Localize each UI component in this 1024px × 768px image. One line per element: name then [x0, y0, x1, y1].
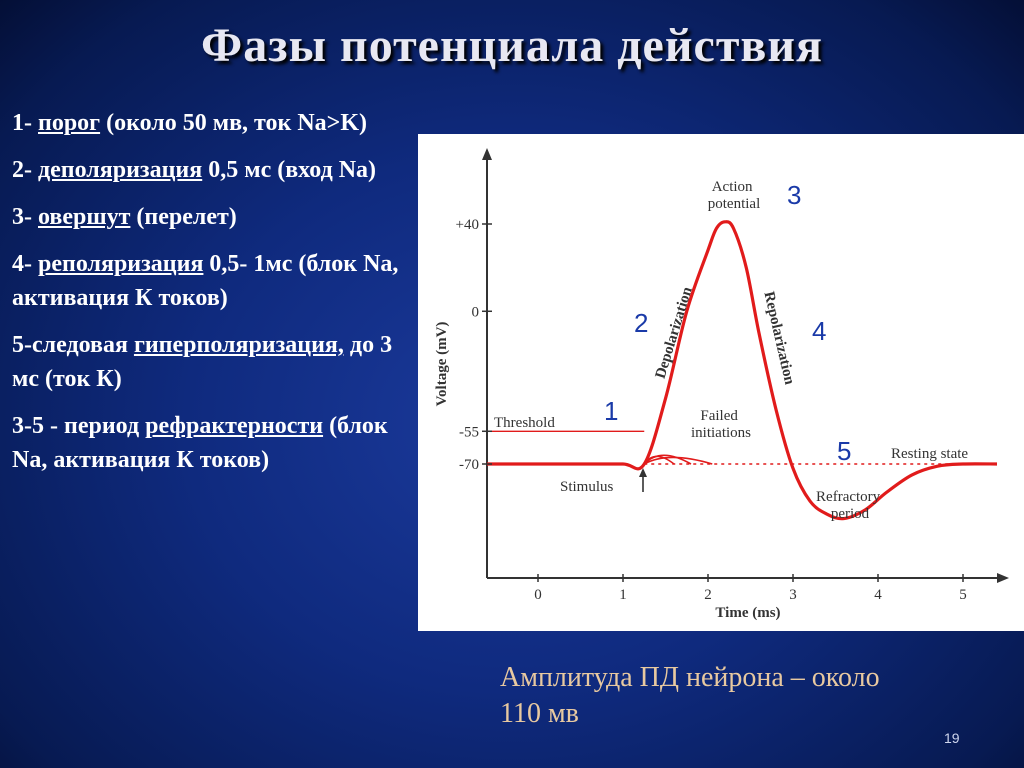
x-axis-label: Time (ms) — [715, 605, 780, 621]
y-tick-labels: +40 0 -55 -70 — [456, 217, 492, 473]
phase-term: реполяризация — [38, 251, 204, 277]
phase-number-2: 2 — [634, 308, 648, 338]
phase-number-4: 4 — [812, 316, 826, 346]
phases-list: 1- порог (около 50 мв, ток Na>K) 2- депо… — [12, 106, 412, 490]
phase-term: порог — [38, 110, 101, 136]
failed-initiations-label: Failed initiations — [691, 408, 751, 441]
phase-number-3: 3 — [787, 180, 801, 210]
x-tick-label: 4 — [874, 587, 882, 603]
action-potential-graph: +40 0 -55 -70 0 1 2 3 4 5 Time (ms) Voltage (mV)… — [418, 134, 1024, 631]
stimulus-label: Stimulus — [560, 479, 614, 495]
threshold-label: Threshold — [494, 415, 555, 431]
y-tick-label: -55 — [459, 424, 479, 440]
failed-initiation-curve — [643, 456, 713, 465]
phase-term: овершут — [38, 204, 131, 230]
phase-item-5: 5-следовая гиперполяризация, до 3 мс (то… — [12, 332, 393, 392]
y-axis-arrow-icon — [482, 148, 492, 160]
y-tick-label: 0 — [472, 304, 480, 320]
x-tick-label: 3 — [789, 587, 797, 603]
x-axis-arrow-icon — [997, 573, 1009, 583]
phase-number-5: 5 — [837, 436, 851, 466]
x-tick-label: 5 — [959, 587, 967, 603]
phase-item-2: 2- деполяризация 0,5 мс (вход Na) — [12, 157, 377, 183]
phase-item-4: 4- реполяризация 0,5- 1мс (блок Na, акти… — [12, 251, 399, 311]
y-axis-label: Voltage (mV) — [434, 322, 450, 407]
phase-number-1: 1 — [604, 396, 618, 426]
phase-term: деполяризация — [38, 157, 203, 183]
x-tick-label: 1 — [619, 587, 627, 603]
refractory-period-label: Refractory period — [816, 489, 884, 522]
phase-term: рефрактерности — [145, 413, 324, 439]
resting-state-label: Resting state — [891, 446, 968, 462]
stimulus-arrow-icon — [639, 468, 647, 477]
x-tick-labels: 0 1 2 3 4 5 — [534, 574, 967, 603]
y-tick-label: -70 — [459, 457, 479, 473]
amplitude-note: Амплитуда ПД нейрона – около 110 мв — [500, 662, 880, 729]
phase-item-3: 3- овершут (перелет) — [12, 204, 237, 230]
page-number: 19 — [944, 730, 960, 746]
x-tick-label: 2 — [704, 587, 712, 603]
action-potential-svg: +40 0 -55 -70 0 1 2 3 4 5 Time (ms) Voltage (mV)… — [434, 148, 1009, 621]
phase-item-1: 1- порог (около 50 мв, ток Na>K) — [12, 110, 368, 136]
action-potential-curve — [487, 220, 998, 521]
phase-term: гиперполяризация, — [133, 332, 344, 358]
x-tick-label: 0 — [534, 587, 542, 603]
y-tick-label: +40 — [456, 217, 479, 233]
slide-title: Фазы потенциала действия — [201, 19, 823, 72]
phase-item-6: 3-5 - период рефрактерности (блок Na, ак… — [12, 413, 388, 473]
action-potential-label: Action potential — [708, 179, 761, 212]
